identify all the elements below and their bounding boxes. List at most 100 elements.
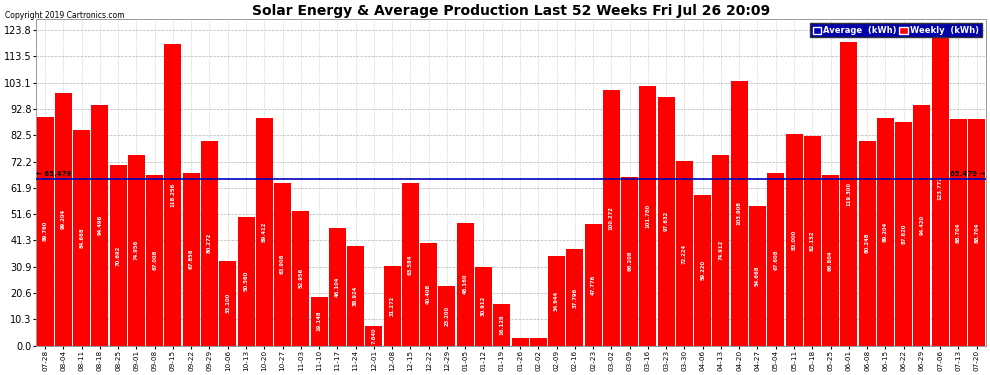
Bar [329, 228, 346, 345]
Bar [347, 246, 364, 345]
Bar [713, 154, 730, 345]
Bar [858, 141, 875, 345]
Text: 123.772: 123.772 [938, 176, 942, 200]
Text: 89.760: 89.760 [43, 221, 48, 242]
Bar [147, 175, 163, 345]
Bar [603, 90, 620, 345]
Text: 52.956: 52.956 [298, 268, 303, 288]
Text: 103.908: 103.908 [737, 201, 742, 225]
Text: 80.248: 80.248 [864, 233, 869, 254]
Text: 19.148: 19.148 [317, 311, 322, 332]
Bar [201, 141, 218, 345]
Text: 63.584: 63.584 [408, 254, 413, 275]
Bar [110, 165, 127, 345]
Bar [548, 256, 565, 345]
Bar [255, 118, 273, 345]
Text: 99.204: 99.204 [60, 209, 66, 229]
Bar [676, 162, 693, 345]
Text: 94.496: 94.496 [97, 215, 102, 235]
Text: 74.956: 74.956 [134, 240, 139, 260]
Text: 89.412: 89.412 [261, 221, 266, 242]
Bar [657, 97, 674, 345]
Text: 70.692: 70.692 [116, 245, 121, 266]
Text: 48.160: 48.160 [462, 274, 467, 294]
Text: 67.608: 67.608 [773, 249, 778, 270]
Bar [164, 44, 181, 345]
Bar [694, 195, 711, 345]
Text: 54.668: 54.668 [755, 266, 760, 286]
Bar [37, 117, 53, 345]
Text: 66.804: 66.804 [828, 250, 833, 271]
Bar [292, 211, 309, 345]
Bar [439, 286, 455, 345]
Text: 40.408: 40.408 [427, 284, 432, 304]
Bar [238, 217, 254, 345]
Bar [731, 81, 747, 345]
Legend: Average  (kWh), Weekly  (kWh): Average (kWh), Weekly (kWh) [810, 24, 982, 38]
Bar [804, 136, 821, 345]
Bar [384, 266, 401, 345]
Text: 63.908: 63.908 [280, 254, 285, 274]
Text: 84.668: 84.668 [79, 227, 84, 248]
Bar [566, 249, 583, 345]
Bar [950, 120, 967, 345]
Bar [932, 30, 948, 345]
Title: Solar Energy & Average Production Last 52 Weeks Fri Jul 26 20:09: Solar Energy & Average Production Last 5… [251, 4, 770, 18]
Text: 74.912: 74.912 [719, 240, 724, 260]
Bar [767, 173, 784, 345]
Text: 83.000: 83.000 [792, 230, 797, 250]
Bar [749, 206, 766, 345]
Text: 88.704: 88.704 [956, 222, 961, 243]
Bar [914, 105, 931, 345]
Text: 46.104: 46.104 [335, 277, 340, 297]
Bar [402, 183, 419, 345]
Text: 47.776: 47.776 [591, 274, 596, 295]
Text: 16.128: 16.128 [499, 315, 504, 335]
Bar [128, 154, 145, 345]
Text: 89.204: 89.204 [883, 222, 888, 242]
Bar [585, 224, 602, 345]
Bar [493, 304, 510, 345]
Text: 33.100: 33.100 [226, 293, 231, 314]
Text: 100.272: 100.272 [609, 206, 614, 230]
Text: 65.479 →: 65.479 → [950, 171, 986, 177]
Bar [530, 338, 546, 345]
Text: 82.152: 82.152 [810, 231, 815, 251]
Bar [968, 120, 985, 345]
Text: 37.796: 37.796 [572, 287, 577, 308]
Text: 66.208: 66.208 [627, 251, 633, 272]
Bar [621, 177, 639, 345]
Text: 67.008: 67.008 [152, 250, 157, 270]
Text: 38.924: 38.924 [353, 286, 358, 306]
Text: 30.912: 30.912 [481, 296, 486, 316]
Bar [895, 122, 912, 345]
Bar [311, 297, 328, 345]
Text: 97.632: 97.632 [663, 211, 668, 231]
Text: 50.560: 50.560 [244, 271, 248, 291]
Text: 119.300: 119.300 [846, 182, 851, 206]
Bar [640, 86, 656, 345]
Bar [73, 130, 90, 345]
Bar [512, 338, 529, 345]
Bar [219, 261, 237, 345]
Bar [274, 183, 291, 345]
Text: 7.640: 7.640 [371, 327, 376, 344]
Text: 87.620: 87.620 [901, 224, 906, 244]
Text: 31.272: 31.272 [390, 296, 395, 316]
Text: 59.220: 59.220 [700, 260, 705, 280]
Bar [475, 267, 492, 345]
Text: 101.780: 101.780 [645, 204, 650, 228]
Bar [456, 223, 474, 345]
Bar [183, 172, 200, 345]
Bar [420, 243, 438, 345]
Text: 23.200: 23.200 [445, 306, 449, 326]
Text: 88.704: 88.704 [974, 222, 979, 243]
Text: 34.944: 34.944 [554, 291, 559, 311]
Bar [822, 175, 840, 345]
Bar [785, 134, 803, 345]
Text: ← 65.479: ← 65.479 [36, 171, 71, 177]
Text: 94.420: 94.420 [920, 215, 925, 235]
Text: 67.856: 67.856 [189, 249, 194, 269]
Bar [54, 93, 72, 345]
Bar [841, 42, 857, 345]
